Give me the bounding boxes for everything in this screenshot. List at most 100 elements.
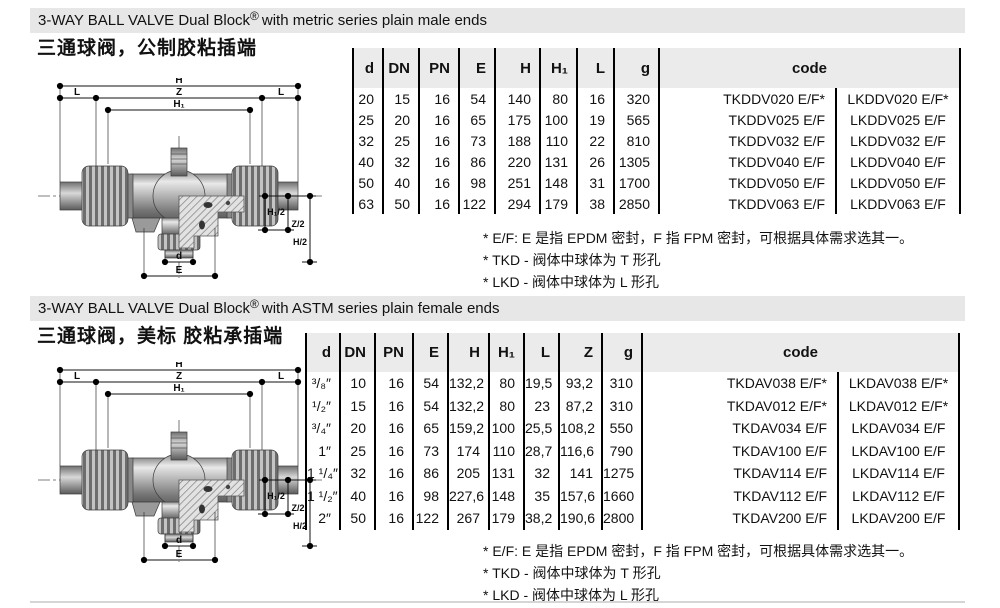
cell-h1: 80 [488, 394, 524, 417]
table-row: 2″ 50 16 122 267 179 38,2 190,6 2800 TKD… [305, 507, 961, 530]
table-row: 32 25 16 73 188 110 22 810 TKDDV032 E/F … [352, 130, 962, 151]
cell-h: 140 [494, 88, 540, 109]
cell-pn: 16 [374, 462, 413, 485]
section1-subtitle-zh: 三通球阀，公制胶粘插端 [37, 38, 258, 59]
table-row: 25 20 16 65 175 100 19 565 TKDDV025 E/F … [352, 109, 962, 130]
cell-h1: 110 [539, 130, 577, 151]
cell-e: 86 [412, 462, 448, 485]
cell-e: 122 [458, 193, 495, 214]
cell-h: 188 [494, 130, 540, 151]
cell-d: ³/₈″ [305, 372, 340, 395]
col-header-d: d [352, 48, 383, 88]
cell-e: 54 [412, 394, 448, 417]
cell-dn: 32 [382, 151, 419, 172]
table-row: 1″ 25 16 73 174 110 28,7 116,6 790 TKDAV… [305, 439, 961, 462]
section1-footnotes: * E/F: E 是指 EPDM 密封，F 指 FPM 密封，可根据具体需求选其… [483, 227, 913, 293]
cell-l: 16 [576, 88, 614, 109]
cell-dn: 32 [339, 462, 375, 485]
cell-code-t: TKDAV038 E/F* [641, 372, 838, 395]
cell-e: 98 [412, 484, 448, 507]
col-header-h1: H₁ [539, 48, 577, 88]
cell-l: 23 [523, 394, 559, 417]
col-header-dn: DN [339, 333, 375, 372]
cell-d: 1″ [305, 439, 340, 462]
cell-code-l: LKDAV012 E/F* [836, 394, 961, 417]
cell-dn: 50 [382, 193, 419, 214]
cell-h1: 179 [488, 507, 524, 530]
cell-z: 141 [558, 462, 602, 485]
col-header-code: code [640, 333, 961, 372]
cell-h1: 148 [488, 484, 524, 507]
cell-g: 1305 [613, 151, 659, 172]
section1-title-bar: 3-WAY BALL VALVE Dual Block® with metric … [30, 8, 965, 33]
cell-z: 87,2 [558, 394, 602, 417]
cell-dn: 20 [382, 109, 419, 130]
cell-h1: 80 [488, 372, 524, 395]
cell-code-t: TKDAV114 E/F [641, 462, 838, 485]
cell-d: 50 [352, 172, 383, 193]
cell-pn: 16 [374, 417, 413, 440]
cell-code-t: TKDDV020 E/F* [658, 88, 836, 109]
cell-code-l: LKDDV063 E/F [834, 193, 962, 214]
table-header-row: d DN PN E H H₁ L Z g code [305, 333, 961, 372]
col-header-e: E [412, 333, 448, 372]
cell-l: 38,2 [523, 507, 559, 530]
footnote-ef: * E/F: E 是指 EPDM 密封，F 指 FPM 密封，可根据具体需求选其… [483, 543, 914, 559]
cell-code-t: TKDDV063 E/F [658, 193, 836, 214]
cell-dn: 20 [339, 417, 375, 440]
cell-e: 122 [412, 507, 448, 530]
valve-drawing-astm [32, 362, 332, 567]
cell-g: 810 [613, 130, 659, 151]
table-row: ¹/₂″ 15 16 54 132,2 80 23 87,2 310 TKDAV… [305, 394, 961, 417]
cell-h: 227,6 [447, 484, 489, 507]
footnote-tkd: * TKD - 阀体中球体为 T 形孔 [483, 565, 661, 581]
cell-d: 20 [352, 88, 383, 109]
table-row: 40 32 16 86 220 131 26 1305 TKDDV040 E/F… [352, 151, 962, 172]
col-header-pn: PN [418, 48, 459, 88]
cell-code-t: TKDAV200 E/F [641, 507, 838, 530]
cell-z: 116,6 [558, 439, 602, 462]
cell-dn: 25 [339, 439, 375, 462]
cell-code-l: LKDAV200 E/F [836, 507, 961, 530]
registered-mark: ® [250, 9, 259, 23]
cell-g: 320 [613, 88, 659, 109]
cell-code-t: TKDAV112 E/F [641, 484, 838, 507]
cell-code-l: LKDAV034 E/F [836, 417, 961, 440]
cell-pn: 16 [418, 130, 459, 151]
cell-code-l: LKDAV112 E/F [836, 484, 961, 507]
cell-h: 251 [494, 172, 540, 193]
cell-g: 2850 [613, 193, 659, 214]
col-header-pn: PN [374, 333, 413, 372]
col-header-code: code [657, 48, 962, 88]
table-header-row: d DN PN E H H₁ L g code [352, 48, 962, 88]
col-header-h: H [494, 48, 540, 88]
cell-h1: 100 [539, 109, 577, 130]
table-row: ³/₈″ 10 16 54 132,2 80 19,5 93,2 310 TKD… [305, 372, 961, 395]
col-header-dn: DN [382, 48, 419, 88]
col-header-d: d [305, 333, 340, 372]
cell-h: 132,2 [447, 394, 489, 417]
cell-l: 38 [576, 193, 614, 214]
cell-e: 54 [412, 372, 448, 395]
section2-subtitle-zh: 三通球阀，美标 胶粘承插端 [37, 326, 284, 347]
table-row: ³/₄″ 20 16 65 159,2 100 25,5 108,2 550 T… [305, 417, 961, 440]
cell-code-t: TKDAV012 E/F* [641, 394, 838, 417]
cell-code-t: TKDDV040 E/F [658, 151, 836, 172]
cell-code-l: LKDDV025 E/F [834, 109, 962, 130]
cell-e: 86 [458, 151, 495, 172]
cell-l: 35 [523, 484, 559, 507]
cell-d: 1 ¹/₂″ [305, 484, 340, 507]
col-header-h1: H₁ [488, 333, 524, 372]
cell-z: 108,2 [558, 417, 602, 440]
cell-l: 25,5 [523, 417, 559, 440]
cell-g: 1700 [613, 172, 659, 193]
footnote-lkd: * LKD - 阀体中球体为 L 形孔 [483, 587, 660, 603]
section1-title-suffix: with metric series plain male ends [261, 12, 487, 29]
cell-g: 1275 [601, 462, 642, 485]
cell-g: 310 [601, 372, 642, 395]
cell-h1: 131 [539, 151, 577, 172]
cell-code-t: TKDDV025 E/F [658, 109, 836, 130]
cell-pn: 16 [374, 439, 413, 462]
cell-dn: 40 [382, 172, 419, 193]
